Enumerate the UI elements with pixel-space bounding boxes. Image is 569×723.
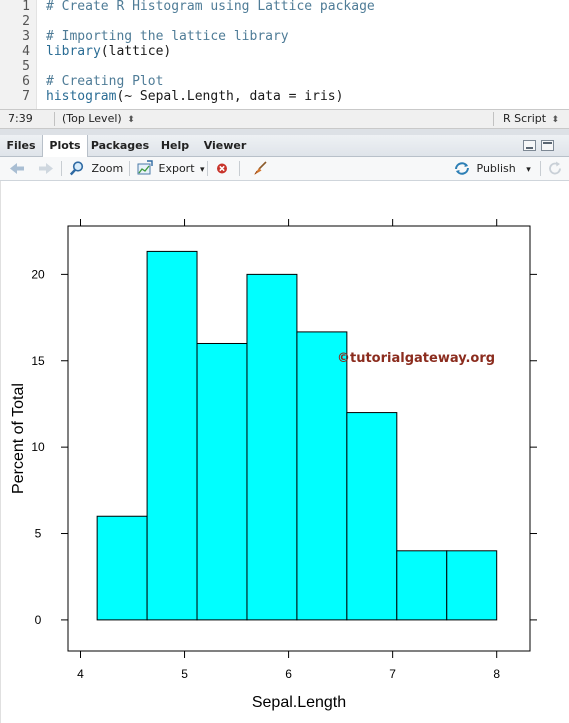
code-line: 3 # Importing the lattice library	[0, 29, 569, 44]
histogram-bar	[296, 331, 348, 621]
minimize-icon[interactable]	[523, 140, 536, 151]
tab-label: Plots	[49, 139, 81, 152]
plot-panel-border	[67, 225, 531, 652]
export-dropdown-arrow-icon: ▾	[200, 165, 205, 175]
zoom-label: Zoom	[91, 162, 124, 175]
publish-button[interactable]: Publish ▾	[453, 160, 531, 177]
tab-label: Packages	[90, 139, 150, 152]
toolbar-separator	[239, 161, 240, 176]
code-line: 2	[0, 14, 569, 29]
histogram-bar	[396, 550, 448, 621]
code-token: # Create R Histogram using Lattice packa…	[46, 0, 375, 14]
zoom-button[interactable]: Zoom	[69, 160, 123, 177]
line-number-gutter	[0, 0, 37, 109]
line-number: 5	[22, 59, 30, 74]
scope-dropdown[interactable]: (Top Level) ⬍	[62, 110, 135, 128]
pane-tab-bar: Files Plots Packages Help Viewer	[0, 135, 569, 157]
code-text: # Creating Plot	[46, 74, 163, 89]
toolbar-separator	[207, 161, 208, 176]
clear-all-broom-icon[interactable]	[252, 160, 268, 177]
plot-viewer: 0 5 10 15 20 4 5 6 7 8 Sepal.Length Percent of To…	[0, 181, 569, 723]
code-token: (~ Sepal.Length, data = iris)	[116, 89, 344, 104]
y-tick-label: 15	[31, 354, 45, 368]
tab-plots[interactable]: Plots	[42, 135, 88, 157]
tab-label: Files	[6, 139, 36, 152]
maximize-icon[interactable]	[541, 140, 554, 151]
scope-label: (Top Level)	[62, 112, 122, 125]
y-tick-label: 0	[35, 613, 42, 627]
histogram-bar	[446, 550, 498, 621]
tab-packages[interactable]: Packages	[89, 135, 151, 156]
tab-help[interactable]: Help	[154, 135, 196, 156]
y-tick-label: 20	[31, 267, 45, 281]
x-tick-label: 5	[181, 667, 188, 681]
x-tick-label: 7	[389, 667, 396, 681]
code-text: # Create R Histogram using Lattice packa…	[46, 0, 375, 14]
pane-splitter[interactable]	[0, 129, 569, 135]
code-editor[interactable]: 1 # Create R Histogram using Lattice pack…	[0, 0, 569, 109]
code-line: 7 histogram(~ Sepal.Length, data = iris)	[0, 89, 569, 104]
code-token: library	[46, 44, 101, 59]
y-axis-title: Percent of Total	[10, 383, 27, 494]
line-number: 2	[22, 14, 30, 29]
code-line: 5	[0, 59, 569, 74]
histogram-bar	[146, 250, 198, 621]
code-token: # Importing the lattice library	[46, 29, 289, 44]
code-token: (lattice)	[100, 44, 172, 59]
status-divider	[493, 112, 494, 126]
histogram-bar	[196, 342, 248, 621]
plots-toolbar: Zoom Export ▾ Publish	[0, 157, 569, 181]
histogram-bar	[246, 273, 298, 621]
code-line: 4 library(lattice)	[0, 44, 569, 59]
code-token: histogram	[46, 89, 117, 104]
file-type-dropdown-arrow-icon: ⬍	[551, 115, 560, 125]
export-button[interactable]: Export ▾	[137, 160, 205, 177]
pane-controls	[523, 140, 559, 152]
code-line: 1 # Create R Histogram using Lattice pack…	[0, 0, 569, 14]
forward-arrow-icon[interactable]	[37, 160, 55, 177]
histogram-bar	[346, 412, 398, 621]
histogram-chart: 0 5 10 15 20 4 5 6 7 8 Sepal.Length Percent of To…	[10, 219, 537, 711]
refresh-icon[interactable]	[548, 160, 563, 177]
y-tick-label: 5	[35, 527, 42, 541]
line-number: 4	[22, 44, 30, 59]
histogram-bar	[96, 515, 148, 621]
scope-dropdown-arrow-icon: ⬍	[127, 115, 135, 125]
back-arrow-icon[interactable]	[8, 160, 26, 177]
tab-label: Help	[160, 139, 190, 152]
code-text: histogram(~ Sepal.Length, data = iris)	[46, 89, 343, 104]
line-number: 3	[22, 29, 30, 44]
file-type-dropdown[interactable]: R Script ⬍	[503, 110, 559, 128]
publish-label: Publish	[476, 162, 516, 175]
cursor-position: 7:39	[8, 112, 33, 125]
watermark-text: ©tutorialgateway.org	[337, 351, 496, 366]
editor-status-bar: 7:39 (Top Level) ⬍ R Script ⬍	[0, 109, 569, 129]
x-tick-label: 6	[285, 667, 292, 681]
publish-icon	[455, 162, 469, 175]
x-axis-title: Sepal.Length	[252, 694, 346, 711]
tab-files[interactable]: Files	[2, 135, 40, 156]
line-number: 7	[22, 89, 30, 104]
remove-plot-icon[interactable]	[215, 160, 229, 177]
tab-viewer[interactable]: Viewer	[199, 135, 251, 156]
export-label: Export	[158, 162, 195, 175]
code-token: # Creating Plot	[46, 74, 164, 89]
file-type-label: R Script	[503, 112, 547, 125]
x-tick-label: 4	[77, 667, 84, 681]
code-line: 6 # Creating Plot	[0, 74, 569, 89]
toolbar-separator	[129, 161, 130, 176]
x-tick-label: 8	[493, 667, 500, 681]
code-text: # Importing the lattice library	[46, 29, 289, 44]
line-number: 1	[22, 0, 30, 14]
publish-dropdown-arrow-icon: ▾	[526, 165, 531, 175]
line-number: 6	[22, 74, 30, 89]
toolbar-separator	[61, 161, 62, 176]
toolbar-separator	[540, 161, 541, 176]
export-icon	[137, 160, 153, 175]
y-tick-label: 10	[31, 440, 45, 454]
zoom-icon	[69, 161, 84, 176]
code-text: library(lattice)	[46, 44, 171, 59]
status-divider	[54, 112, 55, 126]
tab-label: Viewer	[203, 139, 247, 152]
